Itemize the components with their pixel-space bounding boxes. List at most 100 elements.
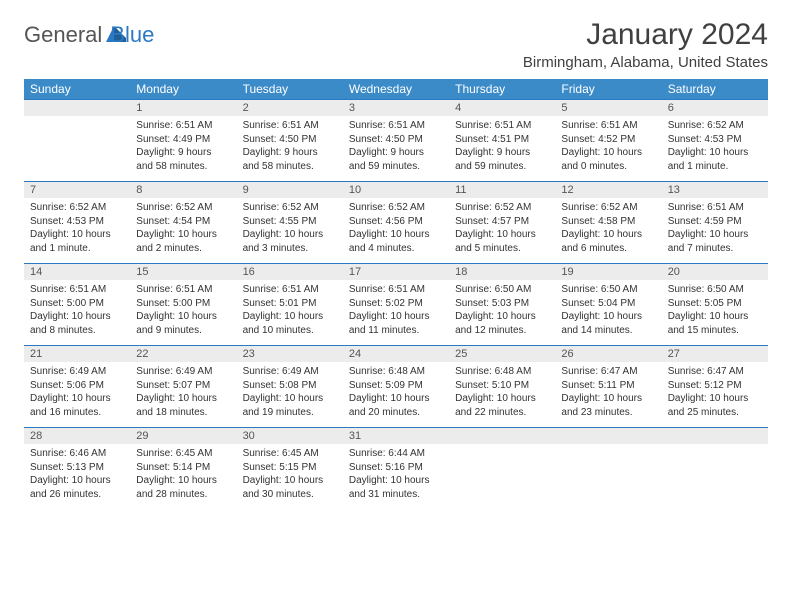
day-number: 29 xyxy=(130,427,236,444)
sunrise-text: Sunrise: 6:51 AM xyxy=(136,119,230,133)
sunrise-text: Sunrise: 6:51 AM xyxy=(349,283,443,297)
sunset-text: Sunset: 5:06 PM xyxy=(30,379,124,393)
calendar-cell: 29Sunrise: 6:45 AMSunset: 5:14 PMDayligh… xyxy=(130,427,236,509)
day-details: Sunrise: 6:52 AMSunset: 4:53 PMDaylight:… xyxy=(662,116,768,181)
day-details: Sunrise: 6:52 AMSunset: 4:55 PMDaylight:… xyxy=(237,198,343,263)
day-details: Sunrise: 6:46 AMSunset: 5:13 PMDaylight:… xyxy=(24,444,130,509)
day-number: 16 xyxy=(237,263,343,280)
daylight-text: Daylight: 10 hours and 10 minutes. xyxy=(243,310,337,337)
calendar-cell: 14Sunrise: 6:51 AMSunset: 5:00 PMDayligh… xyxy=(24,263,130,345)
calendar-row: 14Sunrise: 6:51 AMSunset: 5:00 PMDayligh… xyxy=(24,263,768,345)
sunset-text: Sunset: 5:13 PM xyxy=(30,461,124,475)
day-number: 8 xyxy=(130,181,236,198)
day-number: 22 xyxy=(130,345,236,362)
day-details: Sunrise: 6:48 AMSunset: 5:10 PMDaylight:… xyxy=(449,362,555,427)
calendar-table: Sunday Monday Tuesday Wednesday Thursday… xyxy=(24,79,768,509)
sunset-text: Sunset: 4:53 PM xyxy=(30,215,124,229)
daylight-text: Daylight: 10 hours and 23 minutes. xyxy=(561,392,655,419)
daylight-text: Daylight: 10 hours and 18 minutes. xyxy=(136,392,230,419)
sunrise-text: Sunrise: 6:52 AM xyxy=(455,201,549,215)
sunrise-text: Sunrise: 6:51 AM xyxy=(349,119,443,133)
calendar-cell: 21Sunrise: 6:49 AMSunset: 5:06 PMDayligh… xyxy=(24,345,130,427)
daylight-text: Daylight: 10 hours and 1 minute. xyxy=(30,228,124,255)
calendar-cell: 15Sunrise: 6:51 AMSunset: 5:00 PMDayligh… xyxy=(130,263,236,345)
sunrise-text: Sunrise: 6:44 AM xyxy=(349,447,443,461)
daylight-text: Daylight: 10 hours and 15 minutes. xyxy=(668,310,762,337)
sunrise-text: Sunrise: 6:52 AM xyxy=(30,201,124,215)
day-details: Sunrise: 6:50 AMSunset: 5:05 PMDaylight:… xyxy=(662,280,768,345)
sunset-text: Sunset: 4:49 PM xyxy=(136,133,230,147)
sunset-text: Sunset: 4:56 PM xyxy=(349,215,443,229)
sunset-text: Sunset: 5:14 PM xyxy=(136,461,230,475)
calendar-cell: 30Sunrise: 6:45 AMSunset: 5:15 PMDayligh… xyxy=(237,427,343,509)
daylight-text: Daylight: 9 hours and 58 minutes. xyxy=(243,146,337,173)
day-details: Sunrise: 6:51 AMSunset: 5:00 PMDaylight:… xyxy=(24,280,130,345)
daylight-text: Daylight: 10 hours and 4 minutes. xyxy=(349,228,443,255)
sunrise-text: Sunrise: 6:50 AM xyxy=(668,283,762,297)
sunset-text: Sunset: 5:07 PM xyxy=(136,379,230,393)
calendar-row: 28Sunrise: 6:46 AMSunset: 5:13 PMDayligh… xyxy=(24,427,768,509)
sunset-text: Sunset: 5:04 PM xyxy=(561,297,655,311)
day-number: 28 xyxy=(24,427,130,444)
sunrise-text: Sunrise: 6:46 AM xyxy=(30,447,124,461)
empty-day-num xyxy=(555,427,661,444)
sunrise-text: Sunrise: 6:52 AM xyxy=(136,201,230,215)
calendar-cell: 11Sunrise: 6:52 AMSunset: 4:57 PMDayligh… xyxy=(449,181,555,263)
sunrise-text: Sunrise: 6:49 AM xyxy=(243,365,337,379)
daylight-text: Daylight: 10 hours and 1 minute. xyxy=(668,146,762,173)
day-number: 7 xyxy=(24,181,130,198)
day-details: Sunrise: 6:52 AMSunset: 4:53 PMDaylight:… xyxy=(24,198,130,263)
sunrise-text: Sunrise: 6:45 AM xyxy=(243,447,337,461)
day-number: 2 xyxy=(237,99,343,116)
day-details: Sunrise: 6:45 AMSunset: 5:14 PMDaylight:… xyxy=(130,444,236,509)
calendar-row: 1Sunrise: 6:51 AMSunset: 4:49 PMDaylight… xyxy=(24,99,768,181)
day-details: Sunrise: 6:50 AMSunset: 5:04 PMDaylight:… xyxy=(555,280,661,345)
daylight-text: Daylight: 10 hours and 28 minutes. xyxy=(136,474,230,501)
calendar-cell: 9Sunrise: 6:52 AMSunset: 4:55 PMDaylight… xyxy=(237,181,343,263)
calendar-cell: 10Sunrise: 6:52 AMSunset: 4:56 PMDayligh… xyxy=(343,181,449,263)
sunset-text: Sunset: 4:54 PM xyxy=(136,215,230,229)
calendar-cell: 25Sunrise: 6:48 AMSunset: 5:10 PMDayligh… xyxy=(449,345,555,427)
daylight-text: Daylight: 10 hours and 0 minutes. xyxy=(561,146,655,173)
sunset-text: Sunset: 5:00 PM xyxy=(30,297,124,311)
daylight-text: Daylight: 10 hours and 19 minutes. xyxy=(243,392,337,419)
sunrise-text: Sunrise: 6:50 AM xyxy=(455,283,549,297)
daylight-text: Daylight: 10 hours and 9 minutes. xyxy=(136,310,230,337)
sunrise-text: Sunrise: 6:52 AM xyxy=(349,201,443,215)
sunrise-text: Sunrise: 6:49 AM xyxy=(136,365,230,379)
sunset-text: Sunset: 5:00 PM xyxy=(136,297,230,311)
sunrise-text: Sunrise: 6:52 AM xyxy=(243,201,337,215)
calendar-cell: 18Sunrise: 6:50 AMSunset: 5:03 PMDayligh… xyxy=(449,263,555,345)
sunset-text: Sunset: 5:01 PM xyxy=(243,297,337,311)
day-details: Sunrise: 6:47 AMSunset: 5:12 PMDaylight:… xyxy=(662,362,768,427)
daylight-text: Daylight: 10 hours and 5 minutes. xyxy=(455,228,549,255)
daylight-text: Daylight: 10 hours and 3 minutes. xyxy=(243,228,337,255)
sunset-text: Sunset: 5:08 PM xyxy=(243,379,337,393)
day-number: 14 xyxy=(24,263,130,280)
calendar-row: 21Sunrise: 6:49 AMSunset: 5:06 PMDayligh… xyxy=(24,345,768,427)
calendar-cell: 19Sunrise: 6:50 AMSunset: 5:04 PMDayligh… xyxy=(555,263,661,345)
daylight-text: Daylight: 10 hours and 22 minutes. xyxy=(455,392,549,419)
day-details: Sunrise: 6:51 AMSunset: 5:00 PMDaylight:… xyxy=(130,280,236,345)
day-number: 24 xyxy=(343,345,449,362)
day-number: 5 xyxy=(555,99,661,116)
sunset-text: Sunset: 5:10 PM xyxy=(455,379,549,393)
sunrise-text: Sunrise: 6:50 AM xyxy=(561,283,655,297)
calendar-cell: 20Sunrise: 6:50 AMSunset: 5:05 PMDayligh… xyxy=(662,263,768,345)
calendar-cell: 26Sunrise: 6:47 AMSunset: 5:11 PMDayligh… xyxy=(555,345,661,427)
sunrise-text: Sunrise: 6:51 AM xyxy=(30,283,124,297)
daylight-text: Daylight: 9 hours and 59 minutes. xyxy=(349,146,443,173)
calendar-row: 7Sunrise: 6:52 AMSunset: 4:53 PMDaylight… xyxy=(24,181,768,263)
day-details: Sunrise: 6:49 AMSunset: 5:06 PMDaylight:… xyxy=(24,362,130,427)
header: General Blue January 2024 Birmingham, Al… xyxy=(24,18,768,71)
day-details: Sunrise: 6:51 AMSunset: 4:59 PMDaylight:… xyxy=(662,198,768,263)
sunrise-text: Sunrise: 6:48 AM xyxy=(349,365,443,379)
day-details: Sunrise: 6:44 AMSunset: 5:16 PMDaylight:… xyxy=(343,444,449,509)
col-wednesday: Wednesday xyxy=(343,79,449,99)
calendar-cell: 2Sunrise: 6:51 AMSunset: 4:50 PMDaylight… xyxy=(237,99,343,181)
col-friday: Friday xyxy=(555,79,661,99)
daylight-text: Daylight: 10 hours and 7 minutes. xyxy=(668,228,762,255)
sunset-text: Sunset: 4:59 PM xyxy=(668,215,762,229)
daylight-text: Daylight: 10 hours and 14 minutes. xyxy=(561,310,655,337)
day-number: 25 xyxy=(449,345,555,362)
